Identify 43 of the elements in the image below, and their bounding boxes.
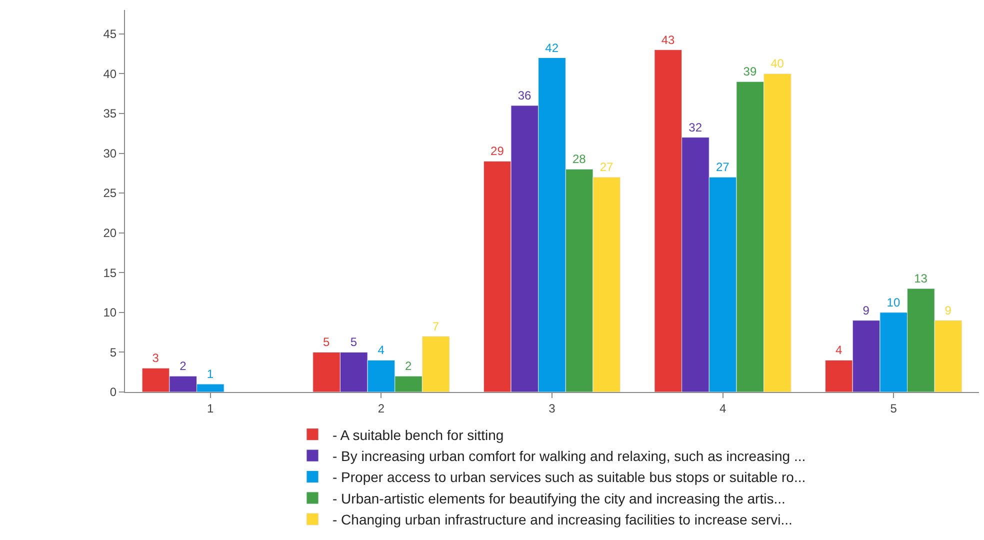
x-tick-label: 4 xyxy=(719,401,726,416)
y-tick-label: 25 xyxy=(103,186,117,200)
data-label: 1 xyxy=(206,367,214,382)
data-label: 29 xyxy=(490,144,504,158)
y-tick-label: 20 xyxy=(103,226,117,240)
data-label: 2 xyxy=(405,359,412,374)
y-tick-label: 15 xyxy=(103,266,117,280)
data-label: 3 xyxy=(152,351,160,366)
data-label: 4 xyxy=(378,343,385,358)
data-label: 27 xyxy=(716,160,730,174)
data-label: 7 xyxy=(432,319,440,334)
data-label: 32 xyxy=(688,120,702,134)
data-label: 43 xyxy=(661,32,675,47)
data-label: 36 xyxy=(518,88,532,102)
x-tick-label: 1 xyxy=(207,401,214,416)
y-tick-label: 40 xyxy=(103,66,117,81)
y-tick-label: 10 xyxy=(103,306,117,320)
y-tick-label: 35 xyxy=(103,106,117,121)
y-tick-label: 30 xyxy=(103,146,117,160)
data-label: 9 xyxy=(862,303,870,318)
legend-label: - By increasing urban comfort for walking and relaxing, such as increasing ... xyxy=(332,448,806,464)
data-label: 42 xyxy=(545,40,559,55)
legend-label: - Urban-artistic elements for beautifying the city and increasing the artis... xyxy=(332,490,786,506)
y-tick-label: 0 xyxy=(110,385,117,400)
legend-label: - Proper access to urban services such as suitable bus stops or suitable ro... xyxy=(332,469,806,486)
data-label: 28 xyxy=(572,152,586,166)
legend-label: - Changing urban infrastructure and increasing facilities to increase servi... xyxy=(332,512,792,528)
x-tick-label: 5 xyxy=(890,401,898,416)
y-tick-label: 45 xyxy=(103,27,117,42)
data-label: 10 xyxy=(886,295,900,310)
data-label: 13 xyxy=(914,272,928,286)
data-label: 39 xyxy=(743,64,757,79)
data-label: 27 xyxy=(600,160,614,174)
x-tick-label: 3 xyxy=(548,401,556,416)
data-label: 5 xyxy=(350,335,358,350)
x-tick-label: 2 xyxy=(378,401,385,416)
data-label: 5 xyxy=(323,335,330,350)
data-label: 4 xyxy=(835,343,842,358)
data-label: 40 xyxy=(770,56,784,71)
data-label: 2 xyxy=(180,359,187,374)
legend-label: - A suitable bench for sitting xyxy=(332,426,504,443)
y-tick-label: 5 xyxy=(110,345,117,360)
data-label: 9 xyxy=(944,303,952,318)
